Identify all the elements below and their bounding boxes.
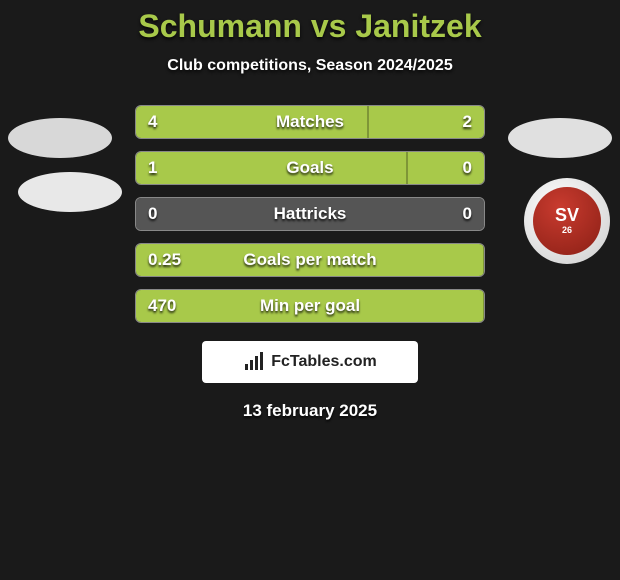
attribution-badge: FcTables.com <box>202 341 418 383</box>
page-subtitle: Club competitions, Season 2024/2025 <box>0 57 620 75</box>
stat-rows: 4 2 Matches 1 0 Goals 0 0 Hattricks 0.25 Goals per… <box>135 105 485 323</box>
stat-value-right: 0 <box>463 158 472 178</box>
stat-row: 1 0 Goals <box>135 151 485 185</box>
stat-row: 0.25 Goals per match <box>135 243 485 277</box>
chart-icon <box>243 352 265 372</box>
stat-value-left: 0 <box>148 204 157 224</box>
stat-row: 4 2 Matches <box>135 105 485 139</box>
player-badge-right <box>508 118 612 158</box>
club-logo-text-top: SV <box>555 206 579 226</box>
stat-value-right: 2 <box>463 112 472 132</box>
club-logo-text-bottom: 26 <box>562 226 572 236</box>
stat-row: 470 Min per goal <box>135 289 485 323</box>
club-logo-inner: SV 26 <box>533 187 601 255</box>
stat-row: 0 0 Hattricks <box>135 197 485 231</box>
stat-label: Goals per match <box>243 250 376 270</box>
player-badge-left <box>8 118 112 158</box>
stat-label: Hattricks <box>274 204 347 224</box>
stat-label: Min per goal <box>260 296 360 316</box>
stat-value-left: 470 <box>148 296 176 316</box>
stat-bar-right <box>407 152 484 184</box>
club-logo-right: SV 26 <box>524 178 610 264</box>
attribution-text: FcTables.com <box>271 353 377 371</box>
stat-bar-left <box>136 152 407 184</box>
page-title: Schumann vs Janitzek <box>0 8 620 45</box>
stat-label: Matches <box>276 112 344 132</box>
stat-value-left: 4 <box>148 112 157 132</box>
stat-value-right: 0 <box>463 204 472 224</box>
player-badge-left-2 <box>18 172 122 212</box>
stat-value-left: 0.25 <box>148 250 181 270</box>
date-text: 13 february 2025 <box>0 401 620 421</box>
stat-label: Goals <box>286 158 333 178</box>
stat-value-left: 1 <box>148 158 157 178</box>
comparison-card: Schumann vs Janitzek Club competitions, … <box>0 0 620 421</box>
